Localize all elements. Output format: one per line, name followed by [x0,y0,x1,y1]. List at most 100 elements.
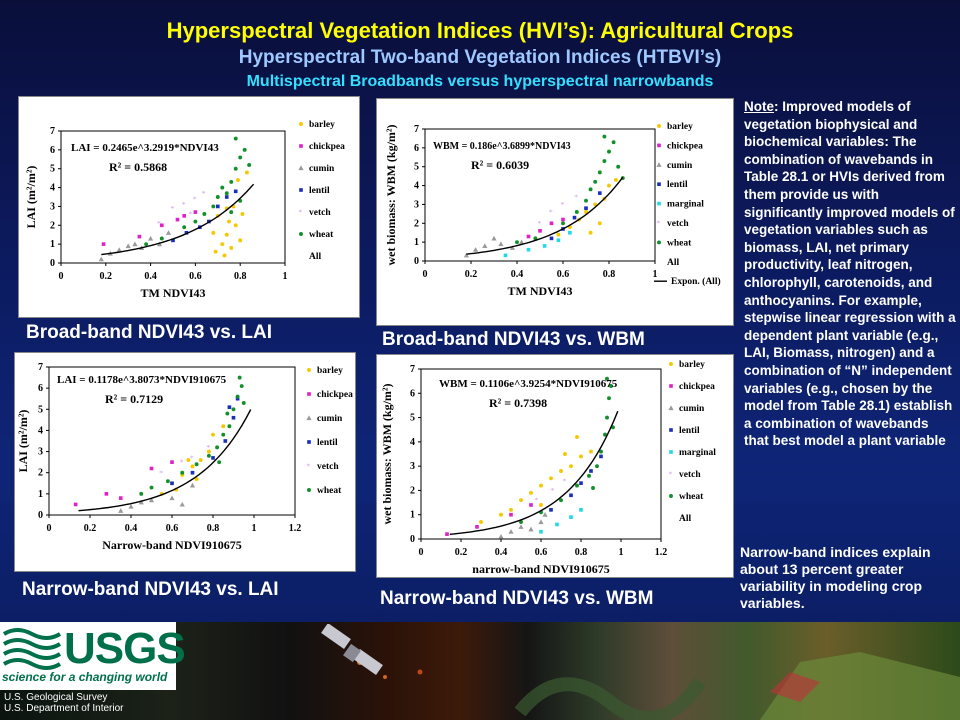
cumin-point-5 [179,501,185,507]
vetch-point-2: * [562,476,566,485]
marginal-point-2 [569,515,573,519]
x-axis-label: TM NDVI43 [508,284,573,298]
chickpea-point-legend [299,144,303,148]
barley-point-4 [198,458,203,462]
barley-point-9 [221,424,226,429]
chart-panel-2: 0 0.2 0.4 0.6 0.8 1 0 1 2 3 4 5 6 7 TM NDVI43 wet bioma… [376,98,734,326]
chickpea-point-1 [538,229,542,233]
barley-point-11 [539,503,543,507]
barley-point-9 [222,253,227,258]
legend-lentil: lentil [679,426,700,436]
caption-broadband-wbm: Broad-band NDVI43 vs. WBM [382,329,645,350]
wheat-point-0 [519,520,523,524]
chickpea-point-legend [669,384,673,388]
plot-area [60,130,286,264]
chickpea-point-1 [475,525,479,529]
legend-lentil: lentil [317,438,338,448]
barley-point-6 [549,476,553,481]
x-axis-label: Narrow-band NDVI910675 [102,538,241,552]
legend-cumin: cumin [667,161,693,171]
usgs-wave-icon [2,628,62,670]
y-tick-label: 6 [414,143,419,154]
barley-point-4 [233,223,238,228]
y-tick-label: 4 [414,181,419,192]
y-tick-label: 7 [38,362,43,373]
x-tick-label: 0 [59,271,64,282]
note-text: Note: Improved models of vegetation biop… [744,98,956,450]
wheat-point-16 [229,210,234,215]
wheat-point-10 [609,384,613,388]
wheat-point-2 [165,479,170,484]
legend-marginal: marginal [667,200,704,210]
y-tick-label: 1 [414,237,419,248]
plot-area [424,128,656,262]
lentil-point-6 [227,405,232,409]
barley-point-5 [238,238,243,243]
wheat-point-10 [611,140,616,145]
vetch-point-1: * [180,458,184,467]
x-axis-label: narrow-band NDVI910675 [472,562,609,576]
legend-vetch: vetch [667,219,689,229]
x-tick-label: 0.6 [535,547,548,558]
x-tick-label: 0.8 [234,271,247,282]
r-squared-label: R² = 0.7129 [105,392,163,406]
marginal-point-2 [542,244,547,248]
wheat-point-6 [215,445,220,450]
marginal-point-legend [657,201,661,206]
wheat-point-11 [605,376,609,381]
lentil-point-0 [171,238,175,243]
wheat-point-7 [603,432,607,437]
barley-point-0 [213,249,218,254]
lentil-point-legend [669,428,673,432]
barley-point-1 [499,512,503,517]
lentil-point-0 [170,481,174,486]
y-tick-label: 6 [410,388,415,399]
legend-all: All [309,252,322,262]
y-tick-label: 1 [410,510,415,521]
barley-point-0 [479,520,483,524]
marginal-point-legend [669,450,673,454]
chickpea-point-3 [561,217,565,222]
satellite-icon [321,624,383,675]
r-squared-label: R² = 0.5868 [109,160,167,174]
cumin-point-6 [189,482,196,488]
note-label: Note [744,99,774,114]
wheat-point-8 [605,415,609,420]
barley-point-legend [657,124,661,128]
wheat-point-1 [149,485,154,490]
cumin-point-legend [656,162,662,167]
y-tick-label: 1 [38,489,43,500]
vetch-point-3: * [193,194,197,203]
barley-point-13 [575,435,579,439]
marginal-point-0 [503,253,508,258]
marginal-point-1 [555,522,559,527]
cumin-point-4 [169,495,175,501]
cumin-point-1 [508,529,514,534]
x-tick-label: 0.4 [125,523,138,534]
chickpea-point-3 [529,503,533,507]
wheat-point-9 [229,179,234,184]
x-tick-label: 0.6 [557,269,570,280]
summary-note: Narrow-band indices explain about 13 per… [740,544,931,611]
wheat-point-8 [224,191,229,196]
vetch-point-2: * [190,454,194,463]
y-axis-label: LAI (m²/m²) [24,166,38,229]
x-tick-label: 0.8 [603,269,616,280]
wheat-point-5 [206,453,211,458]
y-axis-label: wet biomass: WBM (kg/m²) [384,124,398,265]
legend-all: All [679,514,692,524]
barley-point-7 [588,230,593,235]
lentil-point-3 [584,206,588,211]
wheat-point-6 [593,179,598,184]
cumin-point-5 [542,512,548,517]
y-tick-label: 0 [414,256,419,267]
wheat-point-8 [227,424,232,429]
wheat-point-10 [235,394,240,399]
barley-point-3 [584,210,588,214]
fit-equation: WBM = 0.1106e^3.9254*NDVI910675 [439,378,618,390]
wheat-point-12 [616,164,621,169]
lentil-point-legend [307,440,311,444]
cumin-point-3 [125,243,131,249]
legend-barley: barley [317,366,343,376]
lentil-point-4 [599,454,603,459]
